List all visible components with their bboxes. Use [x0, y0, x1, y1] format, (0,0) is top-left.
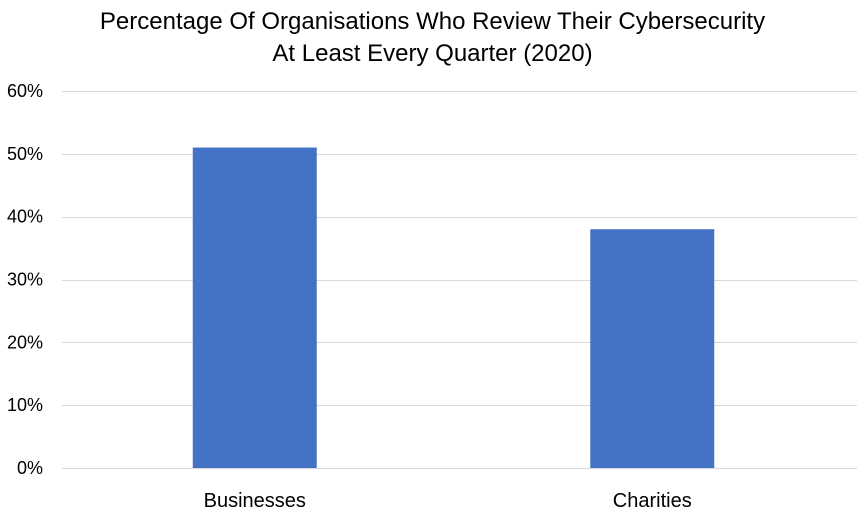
gridlines	[62, 91, 857, 469]
y-tick-label: 20%	[7, 332, 43, 352]
y-axis-ticks: 0% 10% 20% 30% 40% 50% 60%	[7, 81, 43, 478]
y-tick-label: 30%	[7, 270, 43, 290]
y-tick-label: 0%	[17, 458, 43, 478]
bars	[192, 147, 715, 469]
x-axis-categories: Businesses Charities	[204, 490, 692, 512]
bar-charities	[590, 229, 715, 468]
y-tick-label: 60%	[7, 81, 43, 101]
x-category-label: Charities	[613, 490, 692, 512]
x-category-label: Businesses	[204, 490, 306, 512]
y-tick-label: 50%	[7, 144, 43, 164]
chart-title: Percentage Of Organisations Who Review T…	[99, 8, 766, 67]
bar-businesses	[192, 147, 317, 469]
y-tick-label: 40%	[7, 207, 43, 227]
y-tick-label: 10%	[7, 395, 43, 415]
